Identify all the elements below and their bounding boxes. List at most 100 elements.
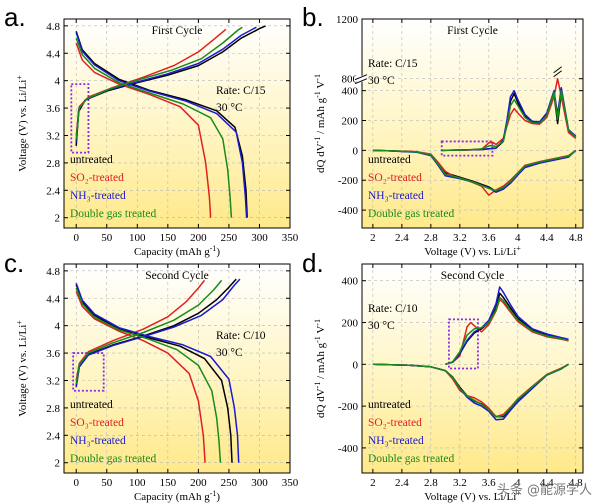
y-tick-label: -400	[338, 443, 359, 455]
x-tick-label: 50	[101, 232, 113, 244]
y-tick-label: 4.8	[46, 21, 60, 33]
x-tick-label: 300	[251, 232, 268, 244]
x-axis-label: Capacity (mAh g-1)	[134, 489, 220, 503]
highlight-box	[72, 352, 105, 392]
x-axis-label-main: Voltage (V) vs. Li/Li	[424, 246, 516, 258]
series-line-charge	[445, 296, 569, 366]
y-axis-label-main: Voltage (V) vs. Li/Li	[17, 80, 29, 172]
y-axis-label-sup3: -1	[313, 74, 322, 81]
plot-background	[64, 264, 290, 473]
y-tick-label: 2	[55, 213, 61, 225]
legend-entry: untreated	[368, 399, 411, 411]
y-tick-label: 400	[342, 86, 359, 98]
series-line-charge	[441, 89, 577, 152]
temperature-label: 30 °C	[368, 75, 395, 87]
series-line-discharge	[372, 363, 569, 418]
plot-background	[362, 264, 583, 473]
y-axis-label-sup3: -1	[313, 319, 322, 326]
x-tick-label: 200	[190, 477, 207, 489]
x-tick-label: 50	[101, 477, 113, 489]
x-tick-label: 100	[129, 477, 146, 489]
x-tick-label: 4.4	[540, 477, 554, 489]
x-tick-label: 250	[221, 232, 238, 244]
y-axis-label-rest: / mAh g	[315, 97, 327, 136]
y-axis-label-sup2: -1	[313, 91, 322, 98]
y-tick-label: 200	[342, 116, 359, 128]
y-tick-label: 0	[353, 145, 359, 157]
legend-entry: SO₂-treated	[368, 172, 422, 184]
axis-frame	[361, 263, 584, 474]
x-tick-label: 2.8	[424, 477, 438, 489]
x-tick-label: 3.2	[453, 477, 467, 489]
x-tick-label: 150	[160, 232, 177, 244]
series-line-discharge	[75, 32, 248, 218]
series-line-discharge	[75, 31, 248, 218]
x-axis-label: Voltage (V) vs. Li/Li+	[424, 489, 521, 503]
x-tick-label: 200	[190, 232, 207, 244]
highlight-box	[70, 83, 90, 154]
y-axis-label: dQ dV-1 / mAh g-1 V-1	[313, 319, 327, 418]
x-tick-label: 2.8	[424, 232, 438, 244]
series-line-discharge	[75, 291, 206, 463]
y-axis-label-sup: -1	[313, 382, 322, 389]
temperature-label: 30 °C	[216, 102, 243, 114]
y-tick-label: 4.4	[46, 293, 60, 305]
y-axis-label-sup: +	[15, 75, 24, 80]
panel-title: Second Cycle	[145, 270, 209, 282]
series-line-discharge	[75, 287, 222, 463]
plot-background	[362, 19, 583, 228]
y-tick-label: 3.6	[46, 103, 60, 115]
plot-background	[64, 19, 290, 228]
x-tick-label: 250	[221, 477, 238, 489]
legend-entry: untreated	[368, 154, 411, 166]
series-line-charge	[75, 278, 241, 388]
series-line-discharge	[75, 282, 240, 463]
legend-entry: Double gas treated	[368, 453, 454, 465]
legend-entry: untreated	[70, 154, 113, 166]
rate-label: Rate: C/15	[368, 58, 418, 70]
x-tick-label: 350	[282, 477, 299, 489]
x-tick-label: 4	[515, 232, 521, 244]
legend-entry: SO₂-treated	[70, 172, 124, 184]
peak-break-mark	[553, 66, 562, 74]
watermark: 头条 @能源学人	[496, 483, 592, 498]
x-axis-label-main: Capacity (mAh g	[134, 246, 210, 258]
panel-letter: d.	[302, 248, 324, 278]
y-axis-label-rest2: V	[315, 81, 327, 92]
y-tick-label: -200	[338, 175, 359, 187]
legend-entry: NH₃-treated	[368, 435, 424, 447]
x-tick-label: 4.4	[540, 232, 554, 244]
x-tick-label: 0	[73, 232, 79, 244]
y-axis-label-main: dQ dV	[315, 388, 327, 418]
x-axis-label-end: )	[216, 491, 220, 503]
x-axis-label-sup: +	[516, 489, 521, 498]
x-axis-label-sup: -1	[210, 489, 217, 498]
axis-break-gap	[356, 75, 368, 82]
y-axis-label: dQ dV-1 / mAh g-1 V-1	[313, 74, 327, 173]
y-tick-label: 2.8	[46, 158, 60, 170]
y-tick-label: 200	[342, 318, 359, 330]
rate-label: Rate: C/10	[216, 330, 266, 342]
x-tick-label: 2	[370, 477, 376, 489]
legend-entry: NH₃-treated	[70, 190, 126, 202]
x-tick-label: 4	[515, 477, 521, 489]
panel-2: 0 50 100 150 200 250 300 350 2 2.4 2.8 3.2 3.6 4 4.4 4.…	[4, 248, 299, 503]
x-axis-label: Voltage (V) vs. Li/Li+	[424, 244, 521, 258]
x-tick-label: 2	[370, 232, 376, 244]
rate-label: Rate: C/15	[216, 85, 266, 97]
rate-label: Rate: C/10	[368, 303, 418, 315]
x-axis-label: Capacity (mAh g-1)	[134, 244, 220, 258]
x-axis-label-end: )	[216, 246, 220, 258]
y-axis-label-sup2: -1	[313, 336, 322, 343]
legend-entry: untreated	[70, 399, 113, 411]
temperature-label: 30 °C	[216, 347, 243, 359]
panel-0: 0 50 100 150 200 250 300 350 2 2.4 2.8 3.2 3.6 4 4.4 4.…	[4, 2, 299, 258]
series-line-charge	[75, 279, 206, 381]
y-tick-label: 2.8	[46, 403, 60, 415]
axis-break-mark	[354, 78, 368, 85]
y-axis-label-sup: -1	[313, 137, 322, 144]
y-tick-label: 4.4	[46, 48, 60, 60]
x-axis-label-main: Voltage (V) vs. Li/Li	[424, 491, 516, 503]
series-line-discharge	[75, 284, 233, 463]
